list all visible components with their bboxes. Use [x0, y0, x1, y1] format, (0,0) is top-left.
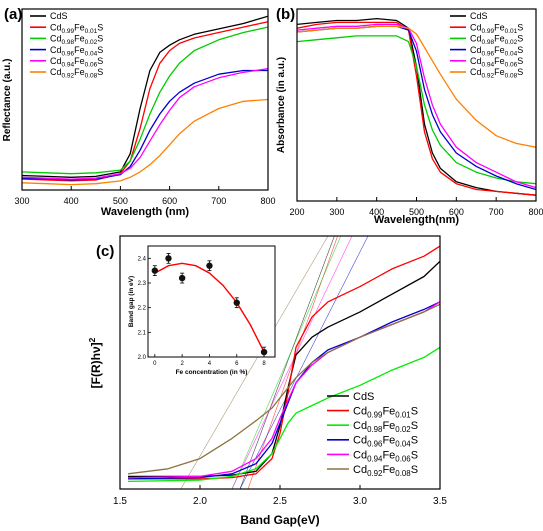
- inset-point-3: [178, 274, 186, 282]
- series-group: [297, 17, 536, 196]
- legend-label-4: Cd0.96Fe0.04S: [353, 435, 418, 449]
- inset-x-tick-label-2: 2: [180, 361, 184, 367]
- x-tick-label-2: 300: [329, 207, 344, 217]
- legend-label-6: Cd0.92Fe0.08S: [50, 67, 103, 80]
- inset-x-tick-label-1: 0: [153, 361, 157, 367]
- inset-x-tick-label-5: 8: [262, 361, 266, 367]
- x-tick-label-3: 2.5: [273, 496, 287, 507]
- inset-y-tick-label-2: 2.1: [138, 330, 147, 336]
- legend-label-2: Cd0.99Fe0.01S: [50, 22, 103, 35]
- legend-label-2: Cd0.99Fe0.01S: [470, 22, 523, 35]
- series-line-5: [297, 23, 536, 189]
- x-tick-label-4: 3.0: [353, 496, 367, 507]
- series-line-2: [128, 245, 440, 480]
- legend: CdSCd0.99Fe0.01SCd0.98Fe0.02SCd0.96Fe0.0…: [30, 11, 103, 80]
- legend-label-4: Cd0.96Fe0.04S: [50, 45, 103, 58]
- series-group: [127, 245, 440, 483]
- x-tick-label-6: 800: [260, 196, 275, 206]
- x-tick-label-1: 300: [14, 196, 29, 206]
- x-axis-label: Wavelength (nm): [101, 206, 190, 218]
- panel-label: (c): [96, 243, 114, 260]
- x-tick-label-4: 600: [162, 196, 177, 206]
- legend-label-2: Cd0.99Fe0.01S: [353, 405, 418, 419]
- series-line-1: [297, 17, 536, 196]
- inset-y-tick-label-4: 2.3: [138, 281, 147, 287]
- inset-y-tick-label-3: 2.2: [138, 306, 147, 312]
- inset-point-2: [165, 255, 172, 262]
- inset-y-tick-label-1: 2.0: [138, 355, 147, 361]
- inset-y-tick-label-5: 2.4: [138, 256, 147, 262]
- legend-label-3: Cd0.98Fe0.02S: [50, 34, 103, 47]
- x-tick-label-2: 400: [64, 196, 79, 206]
- series-line-4: [22, 69, 268, 181]
- inset-point-5: [233, 299, 240, 306]
- x-axis-label: Wavelength(nm): [374, 214, 459, 226]
- series-line-3: [22, 26, 268, 175]
- inset-frame: [147, 245, 276, 358]
- inset-x-tick-label-3: 4: [208, 361, 212, 367]
- legend: CdSCd0.99Fe0.01SCd0.98Fe0.02SCd0.96Fe0.0…: [450, 11, 523, 80]
- series-line-6: [297, 25, 536, 148]
- inset-x-axis-label: Fe concentration (in %): [176, 369, 248, 376]
- legend-label-1: CdS: [470, 11, 488, 21]
- inset-x-tick-label-4: 6: [235, 361, 239, 367]
- x-tick-label-5: 3.5: [433, 496, 447, 507]
- y-axis-label: Absorbance (in a.u.): [276, 57, 287, 153]
- legend-label-6: Cd0.92Fe0.08S: [353, 464, 418, 478]
- x-tick-label-6: 700: [489, 207, 504, 217]
- x-tick-label-5: 700: [211, 196, 226, 206]
- series-line-6: [127, 303, 440, 475]
- panel-2: 200 300 400 500 600 700 800 Wavelength(nm) Absor…: [276, 6, 543, 226]
- inset-point-6: [260, 348, 268, 356]
- x-tick-label-3: 400: [369, 207, 384, 217]
- panel-label: (b): [276, 6, 295, 23]
- panel-1: 300 400 500 600 700 800 Wavelength (nm) Reflect…: [2, 6, 276, 218]
- legend-label-5: Cd0.94Fe0.06S: [470, 56, 523, 69]
- tangent-line-5: [231, 236, 353, 489]
- series-line-6: [22, 98, 268, 186]
- x-tick-label-5: 600: [449, 207, 464, 217]
- inset-y-axis-label: Band gap (in eV): [128, 276, 135, 327]
- legend-label-3: Cd0.98Fe0.02S: [470, 34, 523, 47]
- legend-label-5: Cd0.94Fe0.06S: [353, 449, 418, 463]
- x-tick-label-3: 500: [113, 196, 128, 206]
- series-group: [22, 15, 268, 186]
- series-line-1: [22, 15, 268, 178]
- legend-label-5: Cd0.94Fe0.06S: [50, 56, 103, 69]
- tangent-line-4: [239, 236, 369, 489]
- tangent-line-6: [180, 236, 329, 489]
- inset-point-1: [151, 267, 159, 274]
- inset-chart: 0 2 4 6 8 2.0 2.1 2.2 2.3 2.4 Fe concentration (in…: [128, 245, 276, 376]
- x-tick-label-1: 1.5: [113, 496, 127, 507]
- x-tick-label-7: 800: [528, 207, 543, 217]
- x-axis-label: Band Gap(eV): [240, 513, 319, 527]
- series-line-2: [297, 21, 536, 196]
- series-line-3: [297, 35, 536, 185]
- series-line-2: [22, 21, 268, 182]
- panel-3: 1.5 2.0 2.5 3.0 3.5 Band Gap(eV) [F(R)hν]2 (c) C…: [87, 235, 447, 527]
- series-line-3: [127, 346, 440, 483]
- legend-label-6: Cd0.92Fe0.08S: [470, 67, 523, 80]
- legend: CdS Cd0.99Fe0.01SCd0.98Fe0.02SCd0.96Fe0.0…: [327, 391, 418, 478]
- tangent-line-3: [231, 236, 342, 489]
- y-axis-label: Reflectance (a.u.): [2, 59, 13, 142]
- x-tick-label-4: 500: [409, 207, 424, 217]
- x-tick-label-2: 2.0: [193, 496, 207, 507]
- legend-label-3: Cd0.98Fe0.02S: [353, 420, 418, 434]
- y-axis-label: [F(R)hν]2: [87, 337, 103, 388]
- legend-label-1: CdS: [353, 391, 374, 403]
- series-line-5: [22, 68, 268, 180]
- legend-label-4: Cd0.96Fe0.04S: [470, 45, 523, 58]
- inset-point-4: [206, 262, 213, 269]
- inset-fit-curve: [154, 262, 265, 353]
- legend-label-1: CdS: [50, 11, 68, 21]
- tangent-line-1: [239, 236, 335, 489]
- x-tick-label-1: 200: [289, 207, 304, 217]
- panel-label: (a): [4, 6, 22, 23]
- plot-frame: [21, 8, 269, 191]
